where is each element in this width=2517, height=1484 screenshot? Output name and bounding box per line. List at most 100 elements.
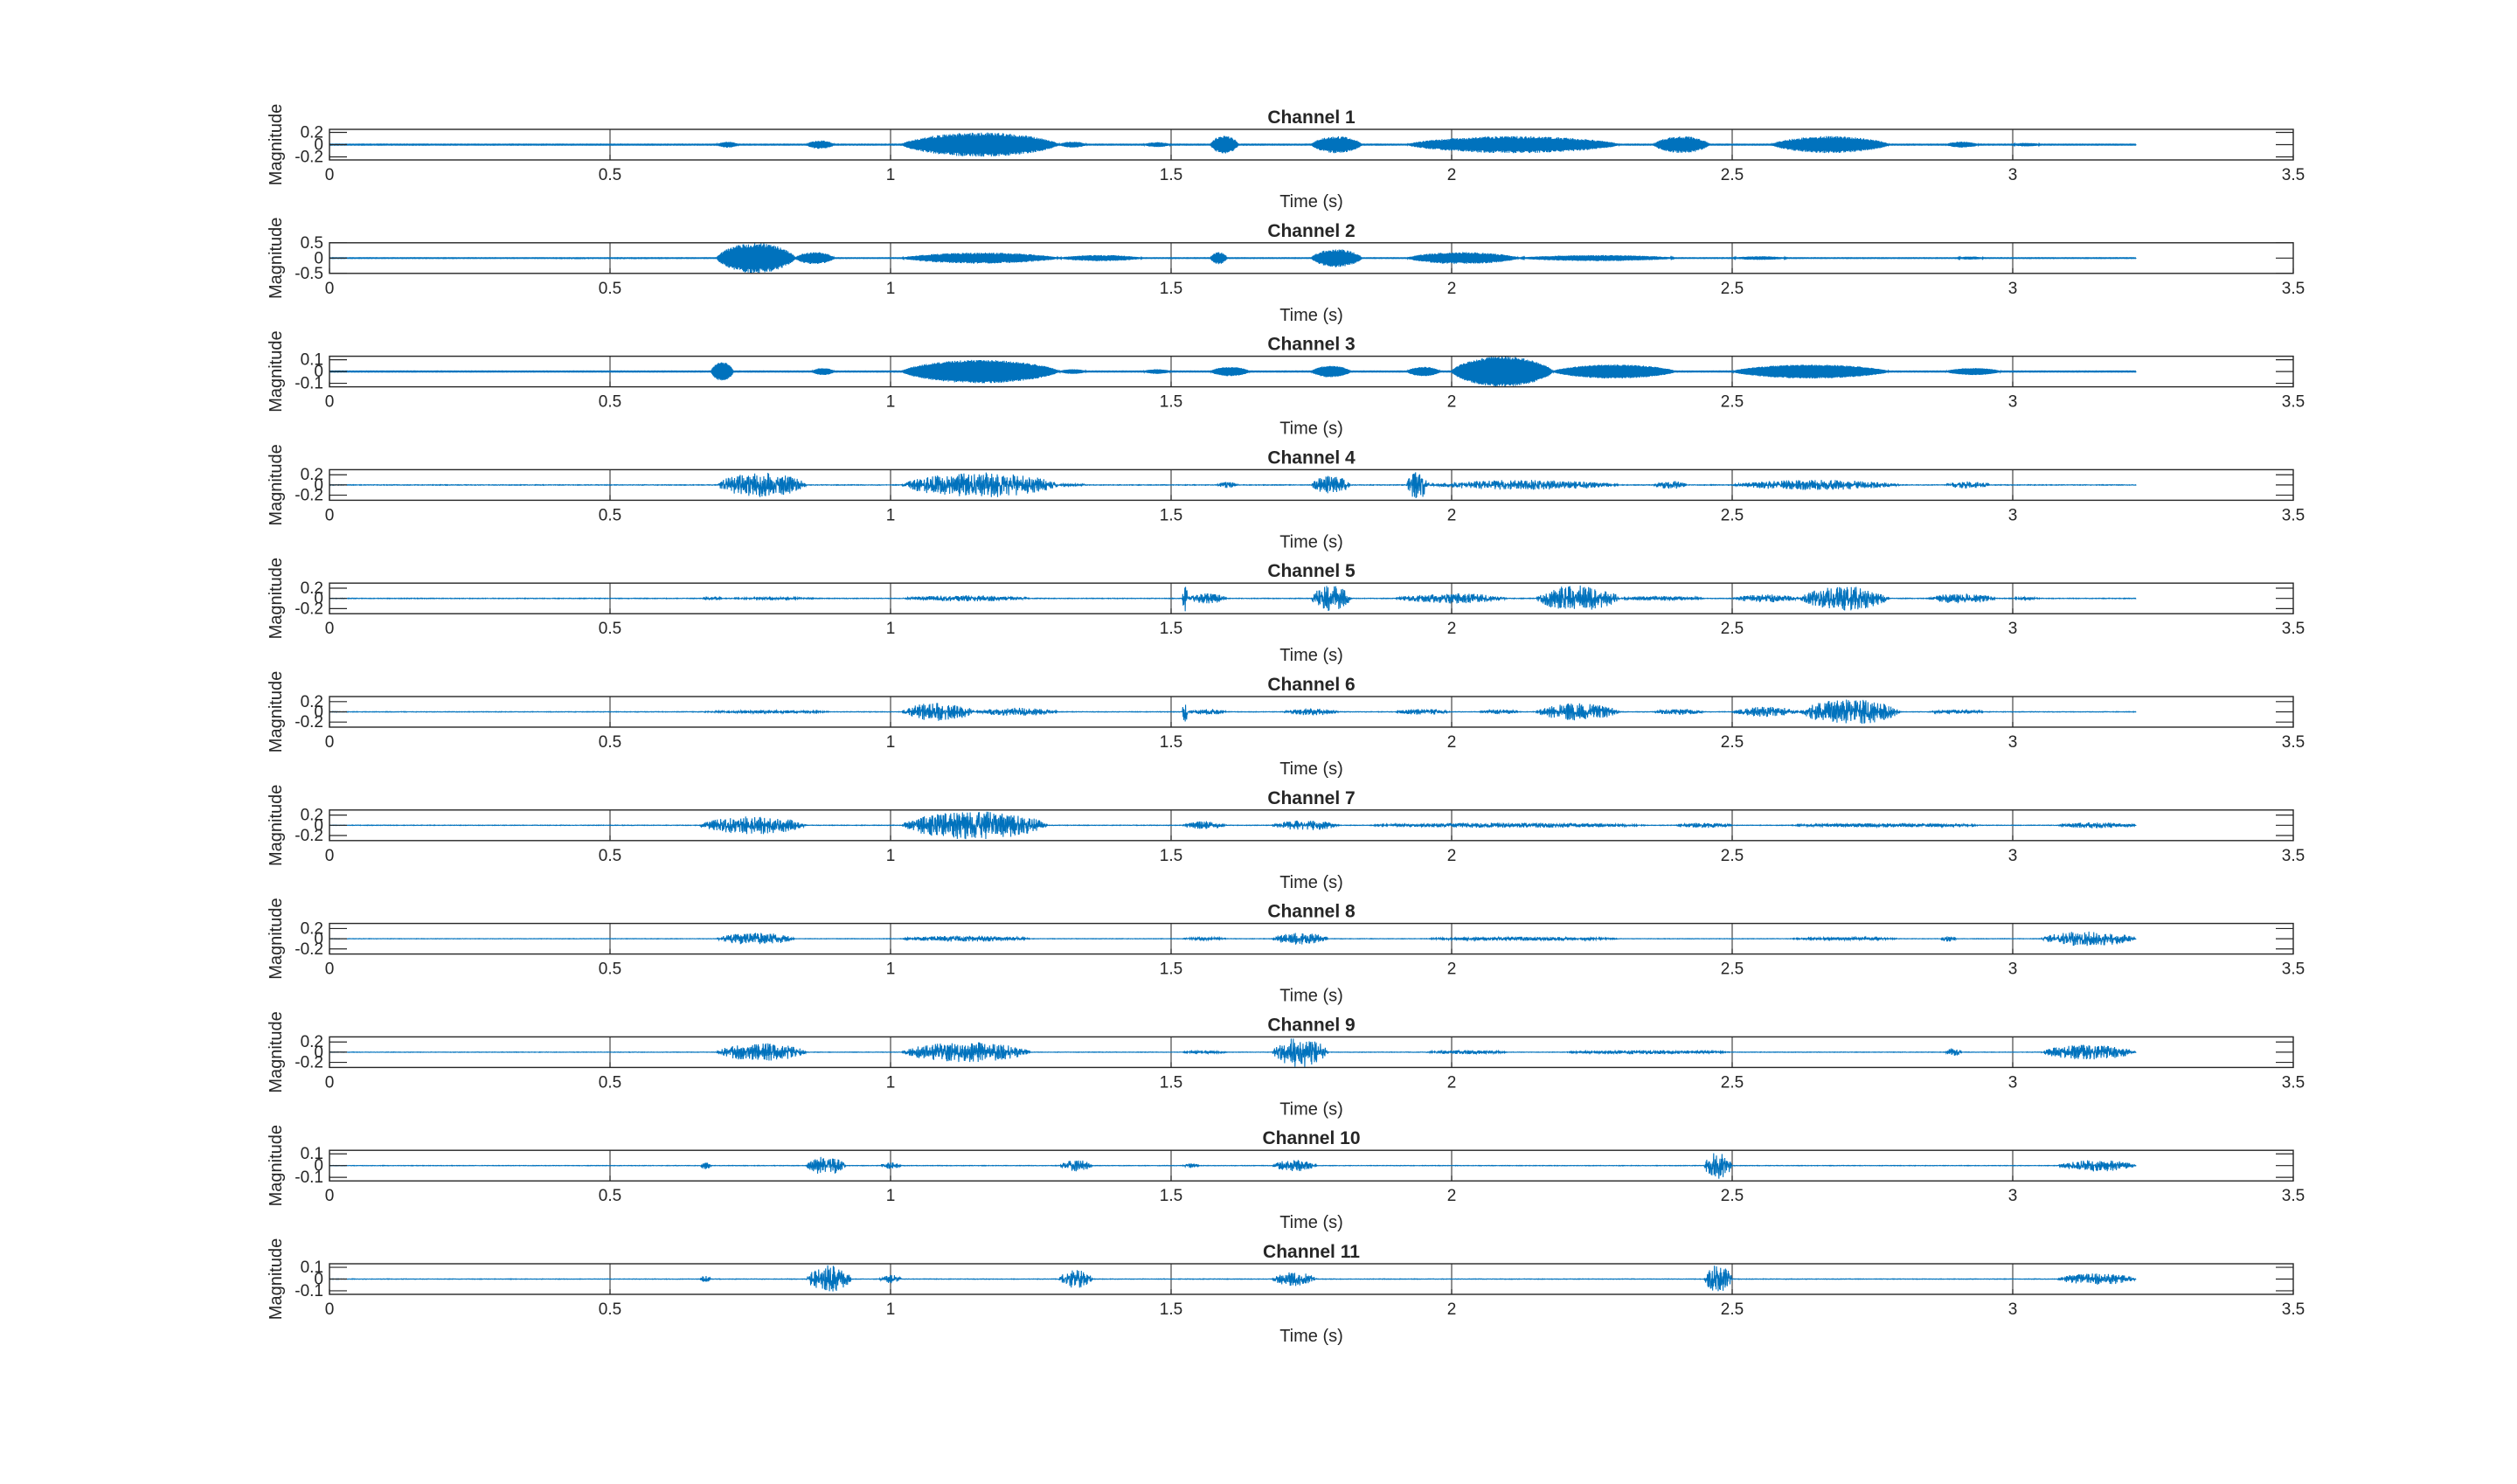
x-tick-label: 0.5 <box>599 393 621 412</box>
x-tick-label: 3 <box>2008 1187 2018 1205</box>
y-tick-label: 0.2 <box>301 1033 323 1051</box>
x-tick-label: 1.5 <box>1160 280 1182 298</box>
x-tick-label: 2.5 <box>1721 620 1744 638</box>
y-axis-label: Magnitude <box>267 785 286 866</box>
y-tick-label: 0.1 <box>301 1145 323 1163</box>
y-tick-label: 0.1 <box>301 1259 323 1277</box>
y-tick-label: -0.2 <box>295 1054 323 1072</box>
x-tick-label: 2.5 <box>1721 1187 1744 1205</box>
x-tick-label: 2.5 <box>1721 847 1744 865</box>
x-tick-label: 3.5 <box>2282 506 2305 524</box>
x-tick-label: 2.5 <box>1721 166 1744 184</box>
x-tick-label: 0.5 <box>599 280 621 298</box>
x-axis-label: Time (s) <box>1279 987 1343 1006</box>
subplot-title: Channel 2 <box>1267 221 1355 241</box>
waveform-trace <box>329 132 2137 157</box>
x-tick-label: 2 <box>1447 620 1457 638</box>
x-tick-label: 0.5 <box>599 1300 621 1319</box>
y-tick-label: -0.2 <box>295 827 323 845</box>
x-tick-label: 2 <box>1447 166 1457 184</box>
x-tick-label: 1 <box>886 506 896 524</box>
y-axis-label: Magnitude <box>267 444 286 525</box>
x-axis-label: Time (s) <box>1279 1327 1343 1346</box>
x-tick-label: 0 <box>325 847 335 865</box>
x-tick-label: 0 <box>325 733 335 752</box>
subplot-title: Channel 9 <box>1267 1015 1355 1035</box>
y-tick-label: 0.2 <box>301 124 323 142</box>
x-tick-label: 0 <box>325 166 335 184</box>
y-tick-label: 0.2 <box>301 579 323 598</box>
x-tick-label: 3.5 <box>2282 960 2305 979</box>
y-tick-label: 0 <box>314 1044 323 1062</box>
y-tick-label: -0.2 <box>295 713 323 732</box>
x-tick-label: 3 <box>2008 960 2018 979</box>
x-tick-label: 2 <box>1447 280 1457 298</box>
waveform-trace <box>329 1265 2137 1292</box>
x-tick-label: 0.5 <box>599 1187 621 1205</box>
y-axis-label: Magnitude <box>267 1238 286 1320</box>
y-tick-label: -0.2 <box>295 149 323 167</box>
x-tick-label: 0 <box>325 620 335 638</box>
x-tick-label: 1.5 <box>1160 506 1182 524</box>
x-tick-label: 0.5 <box>599 1073 621 1092</box>
x-tick-label: 1 <box>886 166 896 184</box>
x-tick-label: 3.5 <box>2282 847 2305 865</box>
x-tick-label: 3.5 <box>2282 1300 2305 1319</box>
y-tick-label: -0.2 <box>295 940 323 959</box>
x-tick-label: 1 <box>886 847 896 865</box>
waveform-trace <box>329 811 2137 840</box>
x-axis-label: Time (s) <box>1279 532 1343 551</box>
subplot-title: Channel 8 <box>1267 902 1356 922</box>
x-tick-label: 0 <box>325 393 335 412</box>
y-tick-label: 0 <box>314 363 323 381</box>
x-tick-label: 2 <box>1447 506 1457 524</box>
x-tick-label: 1 <box>886 1073 896 1092</box>
x-tick-label: 3.5 <box>2282 166 2305 184</box>
x-tick-label: 3 <box>2008 506 2018 524</box>
subplot-title: Channel 10 <box>1262 1128 1360 1148</box>
y-tick-label: 0.2 <box>301 466 323 484</box>
x-tick-label: 3 <box>2008 620 2018 638</box>
x-tick-label: 1.5 <box>1160 847 1182 865</box>
waveform-trace <box>329 1153 2137 1179</box>
waveform-trace <box>329 1038 2137 1067</box>
x-tick-label: 1.5 <box>1160 960 1182 979</box>
y-tick-label: -0.1 <box>295 1282 323 1300</box>
x-tick-label: 0.5 <box>599 166 621 184</box>
waveform-trace <box>329 472 2137 499</box>
y-axis-label: Magnitude <box>267 558 286 639</box>
x-tick-label: 2 <box>1447 1300 1457 1319</box>
waveform-trace <box>329 699 2137 725</box>
y-tick-label: 0.2 <box>301 919 323 938</box>
y-tick-label: 0 <box>314 1271 323 1289</box>
x-tick-label: 2 <box>1447 847 1457 865</box>
subplot-title: Channel 6 <box>1267 675 1355 695</box>
x-tick-label: 3 <box>2008 393 2018 412</box>
x-tick-label: 1 <box>886 393 896 412</box>
x-tick-label: 3 <box>2008 1300 2018 1319</box>
y-tick-label: 0 <box>314 476 323 495</box>
x-tick-label: 1.5 <box>1160 393 1182 412</box>
subplot-title: Channel 7 <box>1267 788 1355 808</box>
y-tick-label: 0.2 <box>301 693 323 711</box>
x-tick-label: 0.5 <box>599 847 621 865</box>
x-tick-label: 3.5 <box>2282 620 2305 638</box>
x-axis-label: Time (s) <box>1279 759 1343 779</box>
y-tick-label: 0.1 <box>301 351 323 370</box>
x-tick-label: 0.5 <box>599 620 621 638</box>
x-tick-label: 1.5 <box>1160 166 1182 184</box>
waveform-trace <box>329 931 2137 947</box>
y-tick-label: 0 <box>314 590 323 608</box>
x-tick-label: 0.5 <box>599 733 621 752</box>
x-tick-label: 0.5 <box>599 506 621 524</box>
x-tick-label: 0 <box>325 280 335 298</box>
subplot-title: Channel 11 <box>1263 1242 1360 1262</box>
x-tick-label: 2 <box>1447 960 1457 979</box>
x-tick-label: 3.5 <box>2282 733 2305 752</box>
